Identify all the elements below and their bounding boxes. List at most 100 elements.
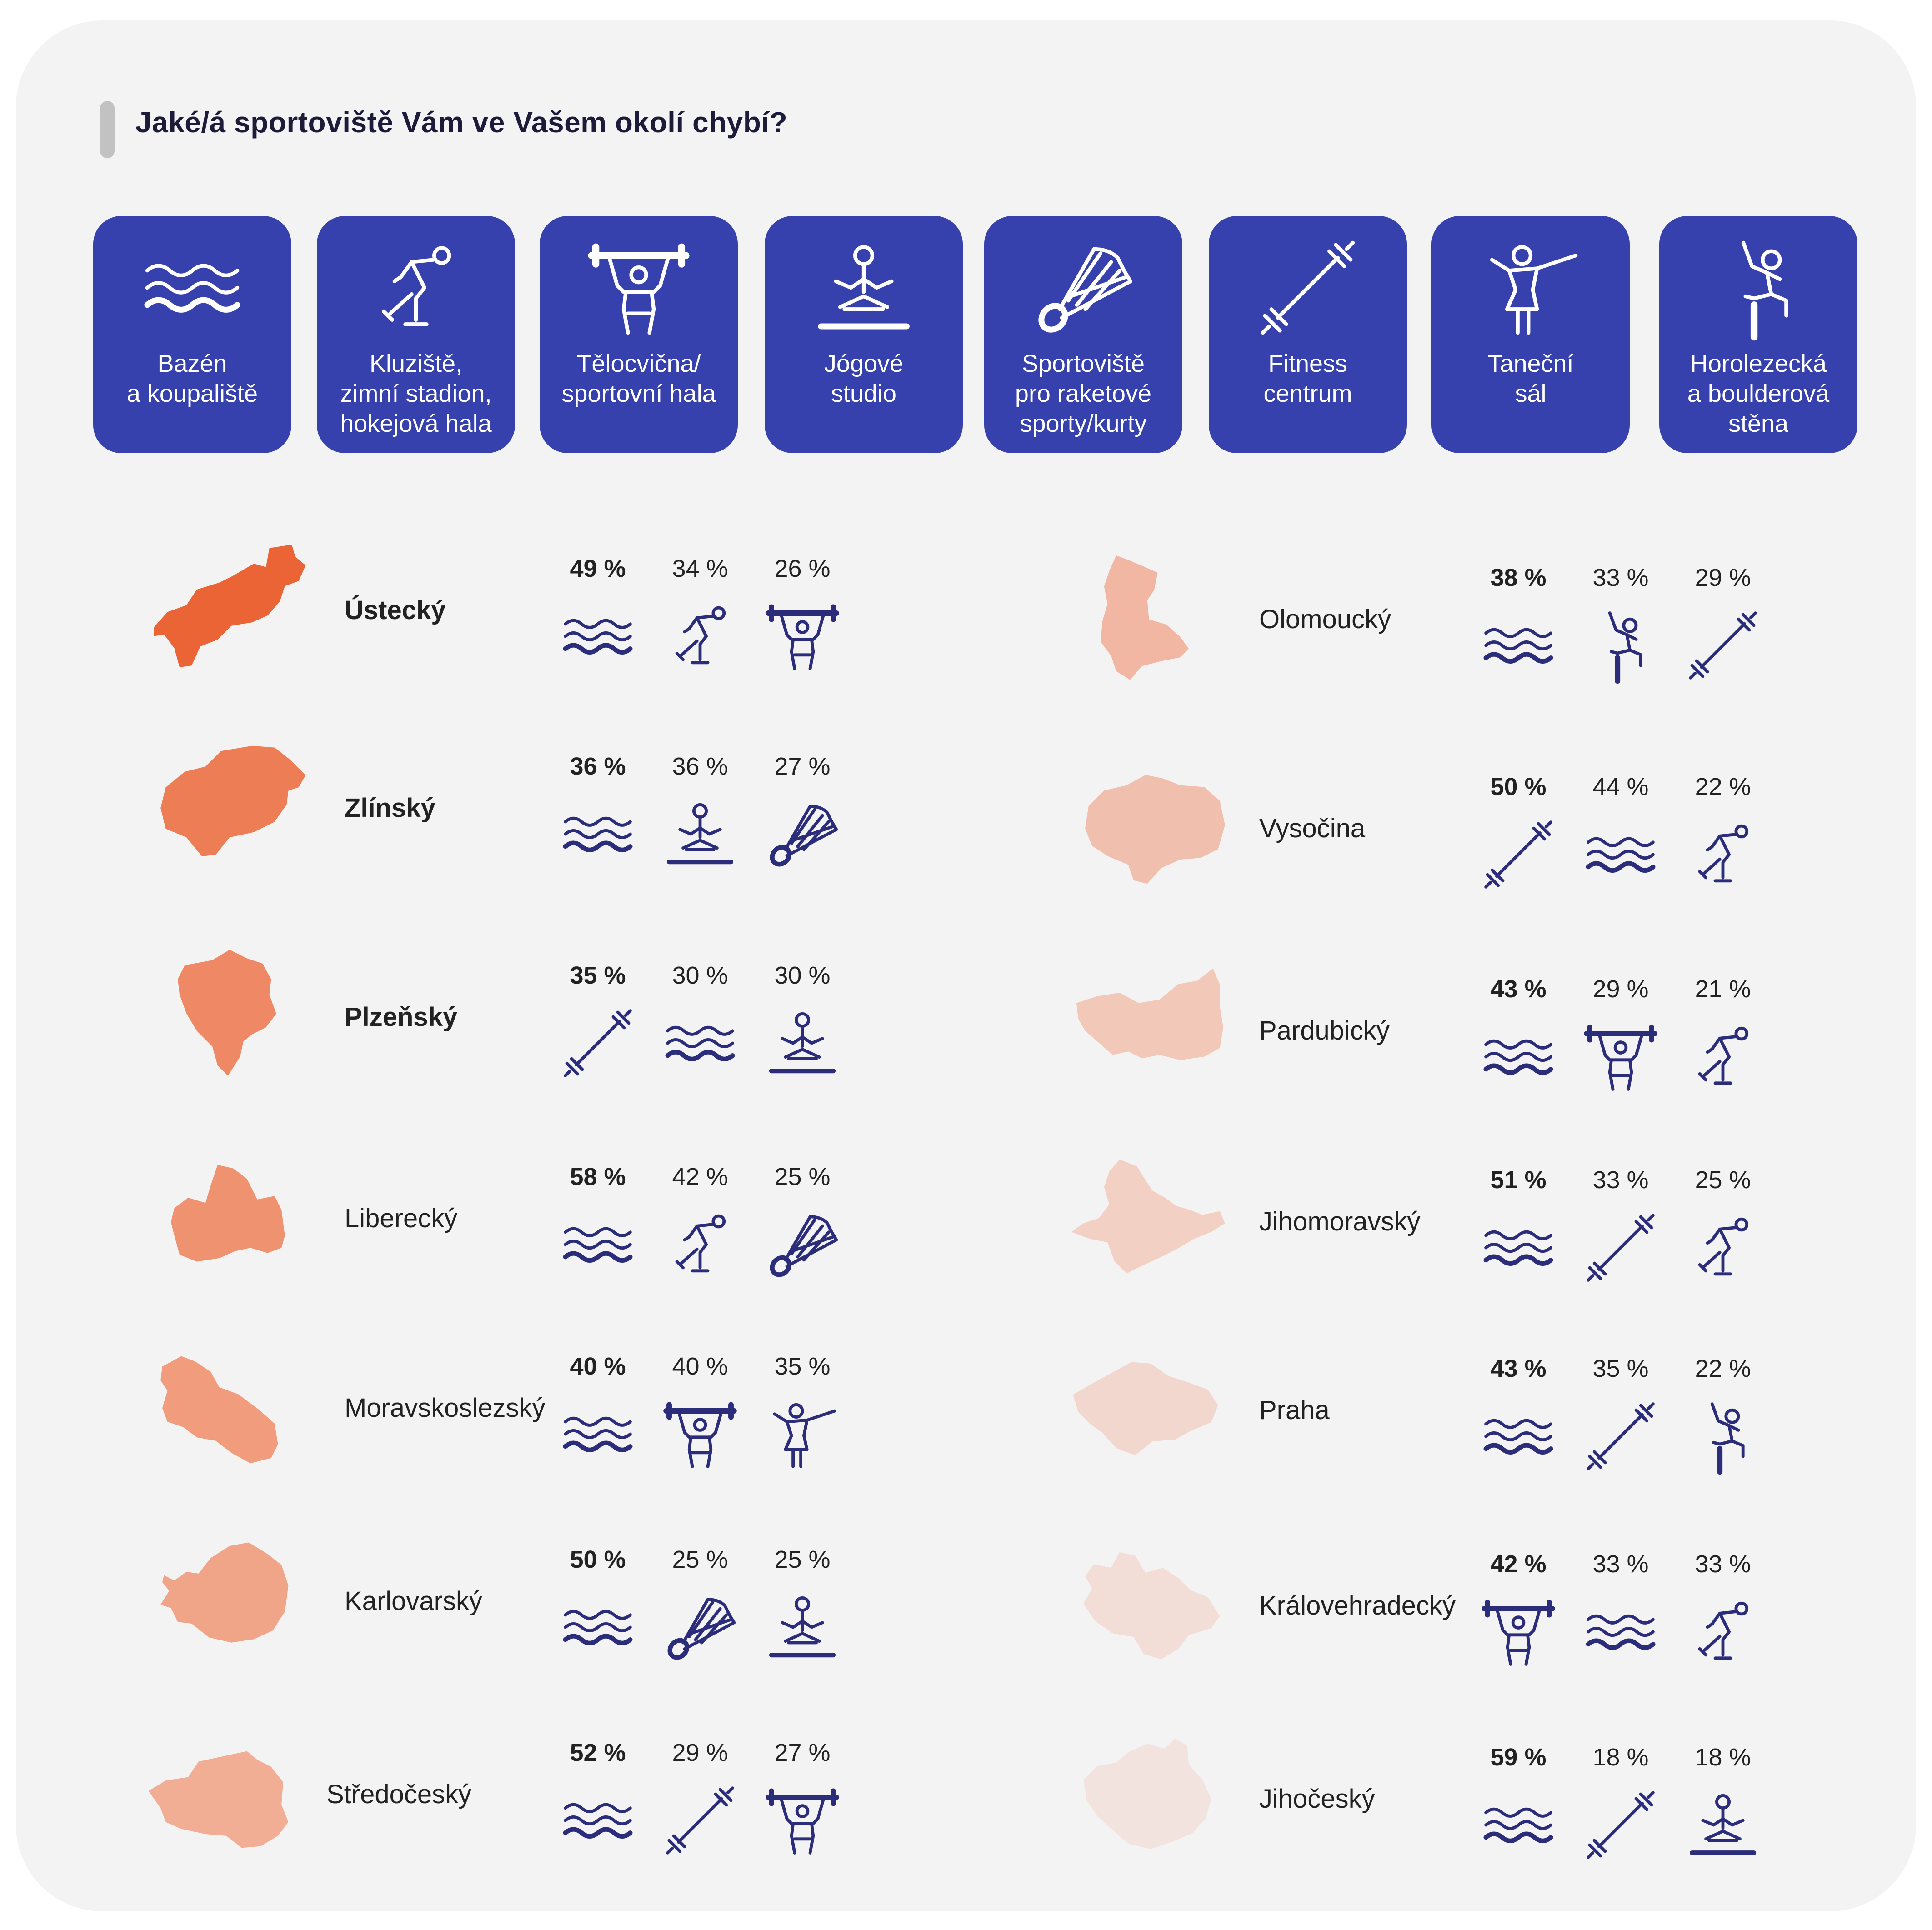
percent-value: 40 % [672,1353,728,1380]
percent-value: 22 % [1695,773,1751,800]
percent-value: 30 % [672,962,728,989]
percent-value: 51 % [1490,1166,1547,1194]
percent-value: 27 % [774,1739,831,1766]
region-name: Jihomoravský [1259,1207,1421,1236]
facility-label-line: Fitness [1268,350,1348,377]
facility-label-line: stěna [1728,410,1789,437]
percent-value: 35 % [570,962,626,989]
region-name: Karlovarský [345,1586,482,1616]
region-map-shape [1083,1738,1211,1849]
yoga-icon [769,1012,836,1074]
waves-icon [563,1803,633,1839]
facility-label-line: sportovní hala [561,380,716,407]
region-map-shape [154,545,306,667]
yoga-icon [769,1596,836,1658]
weightlifter-icon [588,243,690,335]
facility-label-line: Horolezecká [1690,350,1827,377]
percent-value: 44 % [1592,773,1649,800]
percent-value: 40 % [570,1353,626,1380]
dumbbell-icon [1587,1791,1655,1859]
region-map-shape [160,1542,289,1643]
facility-label-line: Bazén [157,350,227,377]
percent-value: 18 % [1695,1744,1751,1771]
facility-tile-fitness: Fitness centrum [1209,216,1407,453]
percent-value: 43 % [1490,975,1547,1003]
region-name: Olomoucký [1259,605,1391,634]
percent-value: 58 % [570,1163,626,1190]
percent-value: 42 % [672,1163,728,1190]
dumbbell-icon [1261,240,1355,335]
facility-label: Taneční sál [1436,349,1625,409]
weightlifter-icon [766,1788,839,1855]
region-map-shape [1073,1362,1218,1455]
waves-icon [563,816,633,852]
region-name: Vysočina [1259,814,1366,843]
waves-icon [563,619,633,655]
region-map-shape [160,745,306,856]
yoga-icon [818,245,910,330]
percent-value: 29 % [1592,975,1649,1003]
percent-value: 30 % [774,962,831,989]
climber-icon [1608,611,1642,684]
facility-label: Kluziště, zimní stadion, hokejová hala [321,349,511,439]
facility-label-line: studio [831,380,897,407]
region-name: Jihočeský [1259,1784,1375,1814]
facility-label-line: Sportoviště [1021,350,1145,377]
facility-label-line: Jógové [824,350,904,377]
percent-value: 34 % [672,555,728,582]
facility-label-line: sporty/kurty [1020,410,1147,437]
percent-value: 36 % [672,753,728,780]
weightlifter-icon [663,1402,737,1468]
facility-label-line: sál [1515,380,1547,407]
dumbbell-icon [1587,1402,1655,1470]
percent-value: 50 % [570,1546,626,1573]
percent-value: 29 % [1695,564,1751,591]
facility-tile-climb: Horolezecká a boulderová stěna [1659,216,1857,453]
climber-icon [1741,240,1788,341]
region-name: Pardubický [1259,1016,1390,1045]
percent-value: 25 % [774,1546,831,1573]
facility-label: Horolezecká a boulderová stěna [1664,349,1853,439]
percent-value: 33 % [1592,1166,1649,1194]
waves-icon [1483,1039,1553,1075]
waves-icon [563,1227,633,1263]
facility-tile-gym: Tělocvična/sportovní hala [540,216,738,453]
region-map-shape [160,1356,278,1464]
dancer-icon [773,1403,836,1468]
weightlifter-icon [1482,1600,1555,1666]
facility-label-line: zimní stadion, [340,380,492,407]
skater-icon [675,1214,726,1273]
percent-value: 29 % [672,1739,728,1766]
dumbbell-icon [666,1786,734,1855]
region-name: Praha [1259,1395,1330,1425]
facility-tile-yoga: Jógové studio [765,216,963,453]
percent-value: 59 % [1490,1744,1547,1771]
percent-value: 21 % [1695,975,1751,1003]
percent-value: 25 % [672,1546,728,1573]
region-map-shape [178,950,276,1076]
region-map-shape [1085,775,1225,884]
waves-icon [144,264,240,313]
page-title: Jaké/á sportoviště Vám ve Vašem okolí ch… [135,106,788,139]
region-map-shape [1101,555,1189,680]
yoga-icon [666,803,734,865]
skater-icon [675,606,726,665]
region-map-shape [1083,1552,1220,1660]
percent-value: 38 % [1490,564,1547,591]
facility-tile-pool: Bazén a koupaliště [93,216,291,453]
dumbbell-icon [564,1009,632,1077]
percent-value: 50 % [1490,773,1547,800]
region-name: Středočeský [326,1780,472,1809]
facility-label-line: centrum [1263,380,1352,407]
region-map-shape [1076,968,1223,1060]
waves-icon [1586,1614,1656,1650]
shuttlecock-icon [770,805,838,867]
weightlifter-icon [1584,1025,1657,1091]
facility-label-line: a boulderová [1687,380,1830,407]
facility-label-line: Taneční [1487,350,1574,377]
percent-value: 26 % [774,555,831,582]
facility-label-line: a koupaliště [126,380,258,407]
skater-icon [1698,1026,1749,1085]
facility-label: Tělocvična/sportovní hala [544,349,733,409]
percent-value: 35 % [774,1353,831,1380]
